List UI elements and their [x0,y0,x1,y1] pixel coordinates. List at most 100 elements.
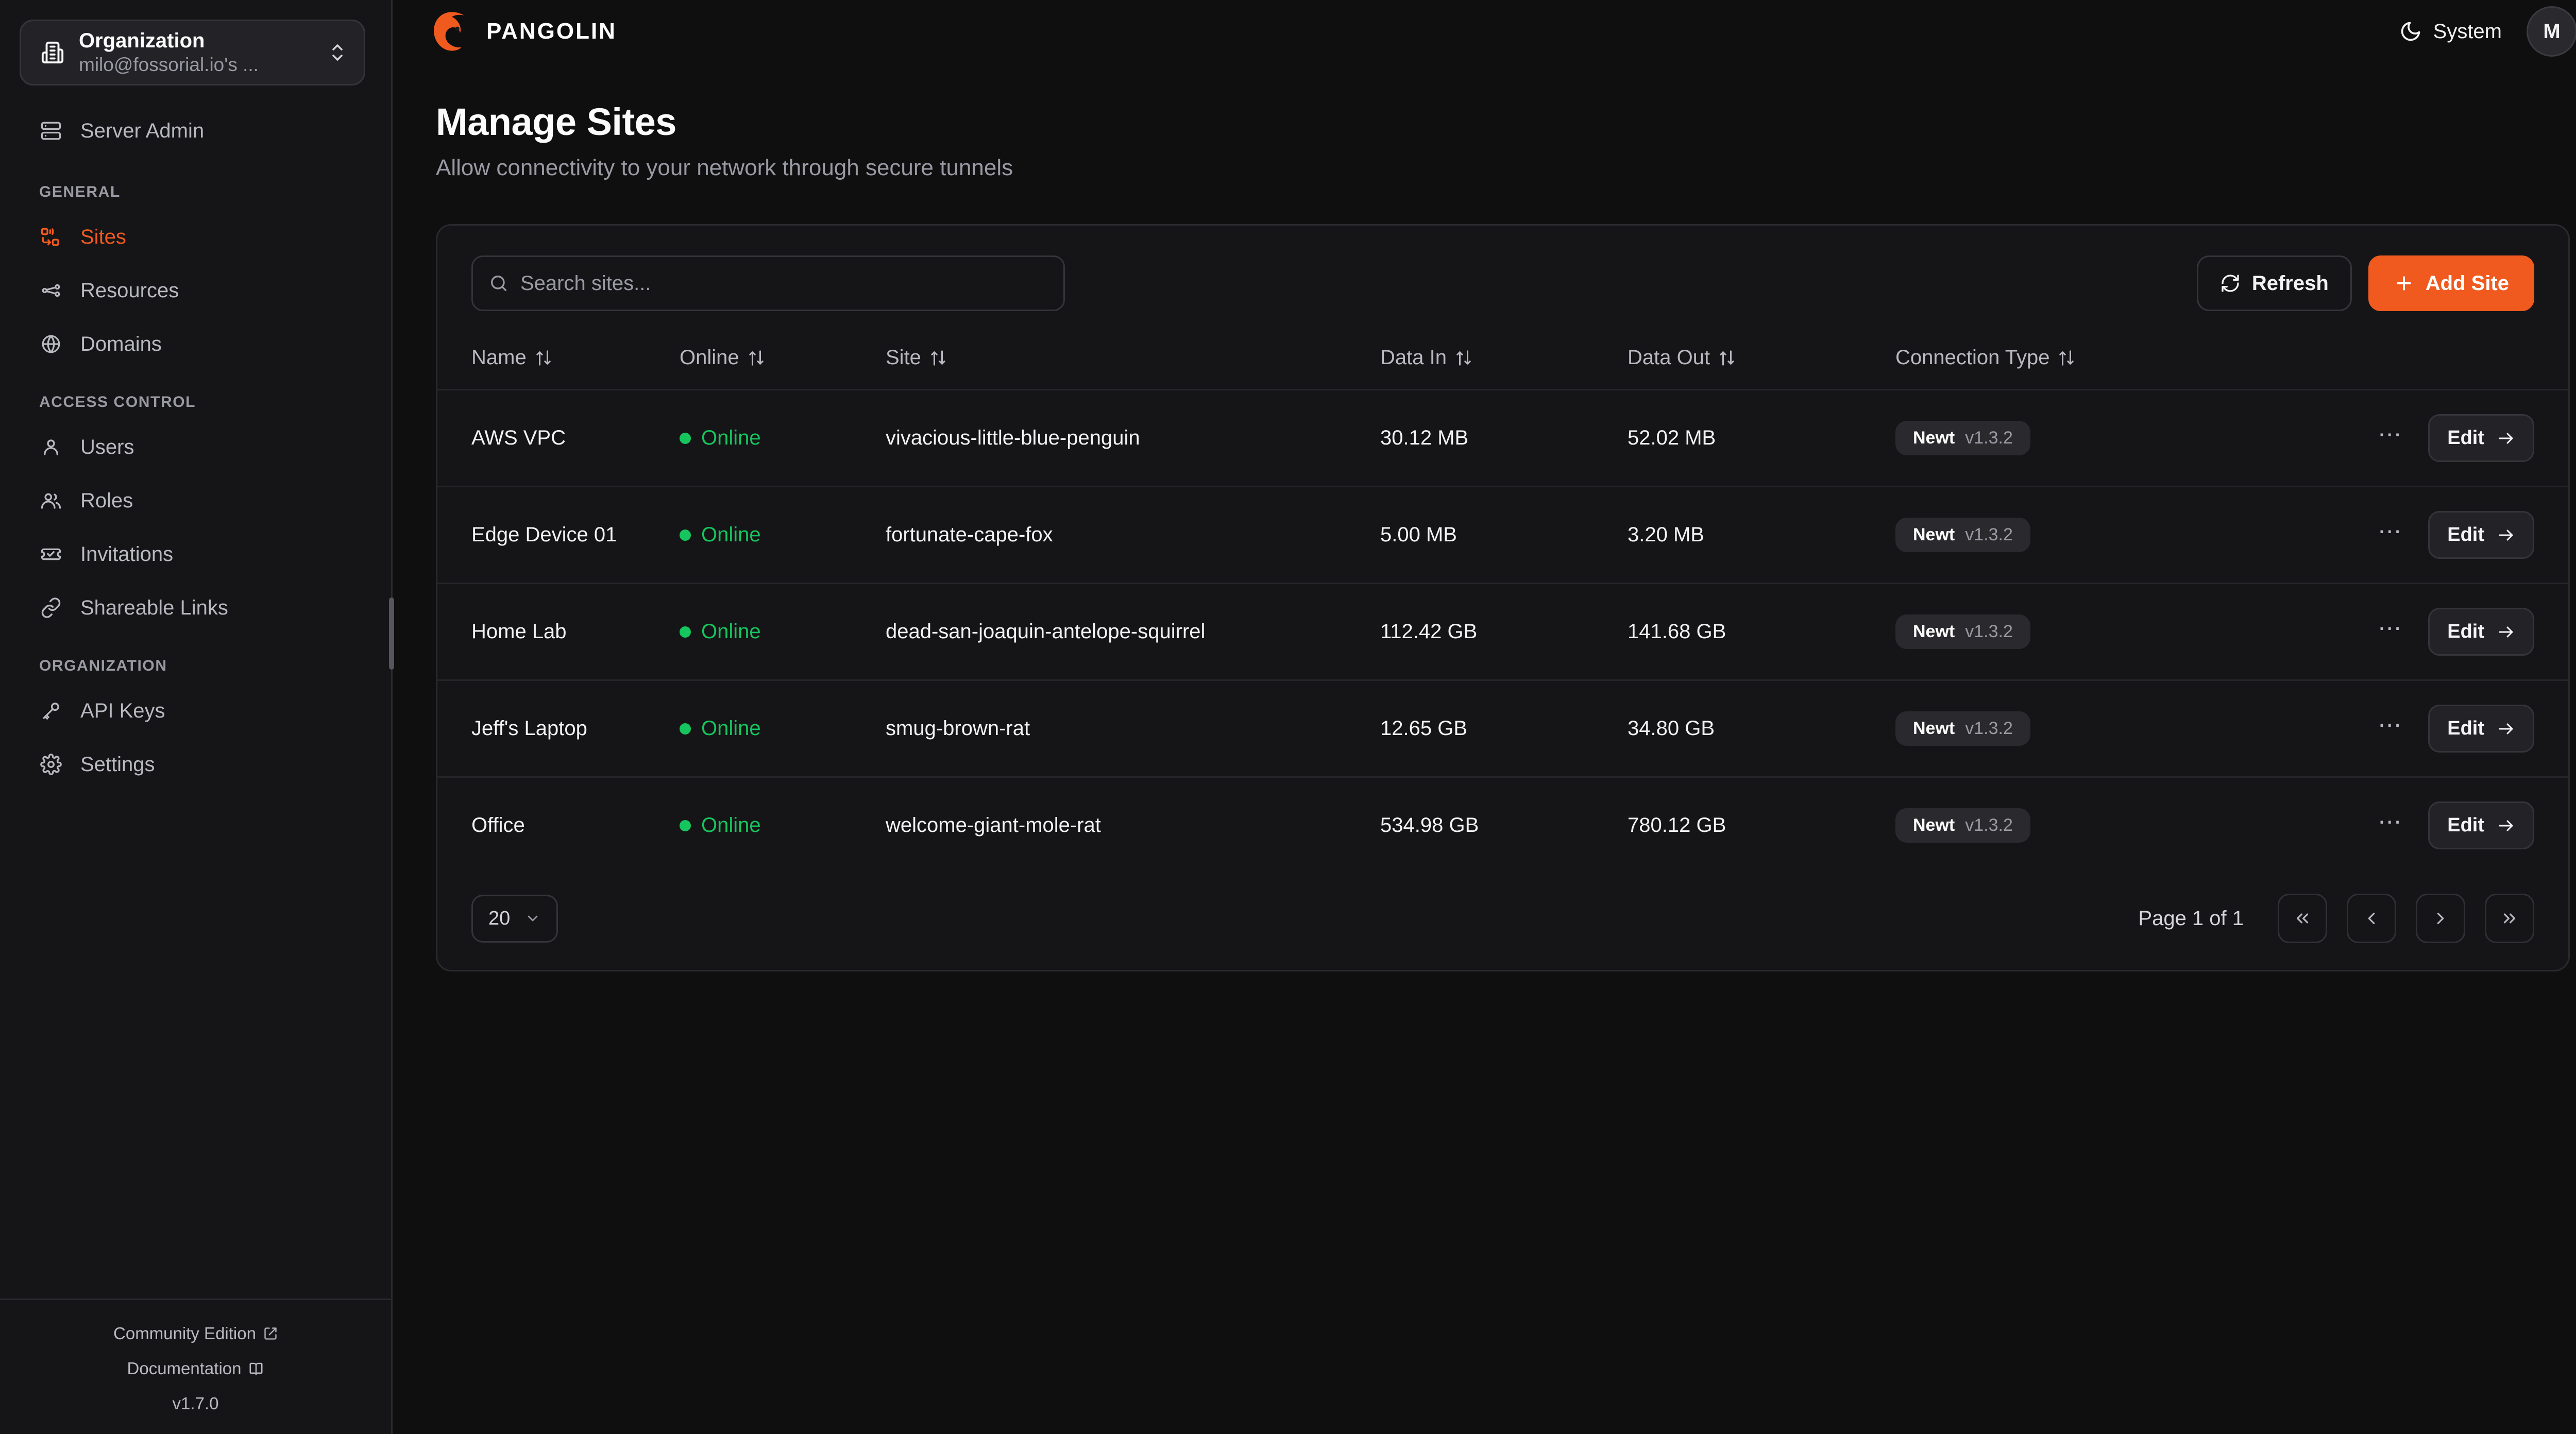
cell-site: welcome-giant-mole-rat [886,776,1380,873]
cell-connection-type: Newt v1.3.2 [1895,776,2256,873]
edit-button[interactable]: Edit [2428,414,2534,462]
column-header-data-out[interactable]: Data Out [1628,334,1895,390]
chevrons-left-icon [2293,909,2312,928]
arrow-right-icon [2497,526,2515,544]
edit-label: Edit [2447,621,2484,642]
search-icon [488,273,509,294]
cell-actions: ⋯ Edit [2256,776,2568,873]
column-header-data-in[interactable]: Data In [1380,334,1628,390]
edit-button[interactable]: Edit [2428,511,2534,559]
sort-arrows-icon [536,349,551,367]
sidebar-item-domains[interactable]: Domains [0,317,391,371]
table-row[interactable]: Jeff's Laptop Online smug-brown-rat 12.6… [437,679,2568,777]
cell-online: Online [680,776,886,873]
cell-site: smug-brown-rat [886,679,1380,777]
topbar: PANGOLIN System M [393,0,2576,63]
cell-online: Online [680,583,886,680]
sites-icon [39,226,63,248]
sidebar-resize-handle[interactable] [389,598,394,670]
table-body: AWS VPC Online vivacious-little-blue-pen… [437,389,2568,873]
status-badge: Online [680,523,886,547]
cell-name: Home Lab [437,583,680,680]
cell-site: vivacious-little-blue-penguin [886,389,1380,487]
toolbar-actions: Refresh Add Site [2196,255,2534,311]
cell-data-out: 34.80 GB [1628,679,1895,777]
edit-button[interactable]: Edit [2428,608,2534,656]
row-more-menu-icon[interactable]: ⋯ [2378,614,2404,641]
column-header-online[interactable]: Online [680,334,886,390]
sidebar-item-label: Users [80,435,134,458]
add-site-label: Add Site [2425,271,2509,295]
table-row[interactable]: Home Lab Online dead-san-joaquin-antelop… [437,583,2568,680]
sidebar-section-access-control: ACCESS CONTROL [39,394,196,411]
resources-icon [39,280,63,301]
moon-icon [2399,20,2422,43]
cell-data-in: 5.00 MB [1380,486,1628,584]
last-page-button[interactable] [2485,894,2534,943]
edit-button[interactable]: Edit [2428,801,2534,849]
sidebar-item-label: Settings [80,753,155,776]
sidebar-footer: Community Edition Documentation v1.7.0 [0,1299,391,1434]
cell-data-out: 52.02 MB [1628,389,1895,487]
sidebar-item-settings[interactable]: Settings [0,738,391,791]
plus-icon [2394,273,2414,294]
status-label: Online [701,426,761,449]
documentation-link[interactable]: Documentation [0,1359,391,1378]
cell-data-out: 780.12 GB [1628,776,1895,873]
sidebar-item-label: Server Admin [80,119,205,142]
sidebar-item-users[interactable]: Users [0,420,391,474]
search-box[interactable] [471,255,1065,311]
sidebar-item-resources[interactable]: Resources [0,264,391,317]
row-more-menu-icon[interactable]: ⋯ [2378,420,2404,448]
sidebar-item-sites[interactable]: Sites [0,210,391,264]
status-label: Online [701,523,761,546]
brand[interactable]: PANGOLIN [430,9,617,54]
avatar[interactable]: M [2527,6,2576,57]
table-footer: 20 Page 1 of 1 [437,873,2568,970]
search-input[interactable] [520,271,1048,295]
sidebar-scroll-area: Organization milo@fossorial.io's ... [0,0,391,1299]
next-page-button[interactable] [2416,894,2465,943]
status-dot-icon [680,723,691,735]
theme-toggle[interactable]: System [2399,20,2502,43]
page-size-select[interactable]: 20 [471,894,558,943]
sidebar-item-label: Invitations [80,542,174,566]
cell-actions: ⋯ Edit [2256,389,2568,487]
cell-data-in: 30.12 MB [1380,389,1628,487]
sidebar-item-label: Domains [80,332,162,355]
refresh-button[interactable]: Refresh [2196,255,2352,311]
community-edition-label: Community Edition [113,1324,256,1343]
previous-page-button[interactable] [2347,894,2396,943]
sidebar-item-invitations[interactable]: Invitations [0,527,391,581]
sites-card: Refresh Add Site [436,224,2570,971]
page-size-value: 20 [488,907,511,929]
edit-button[interactable]: Edit [2428,705,2534,753]
sidebar-item-server-admin[interactable]: Server Admin [0,104,391,158]
sort-arrows-icon [1719,349,1735,367]
row-more-menu-icon[interactable]: ⋯ [2378,808,2404,835]
row-more-menu-icon[interactable]: ⋯ [2378,711,2404,738]
add-site-button[interactable]: Add Site [2368,255,2534,311]
avatar-initial: M [2543,20,2561,43]
sidebar-item-roles[interactable]: Roles [0,474,391,527]
column-header-connection-type[interactable]: Connection Type [1895,334,2256,390]
community-edition-link[interactable]: Community Edition [0,1324,391,1343]
arrow-right-icon [2497,429,2515,448]
arrow-right-icon [2497,816,2515,835]
first-page-button[interactable] [2278,894,2327,943]
app-version: v1.7.0 [172,1394,219,1413]
sidebar-item-api-keys[interactable]: API Keys [0,684,391,738]
sidebar-item-shareable-links[interactable]: Shareable Links [0,581,391,635]
table-row[interactable]: Edge Device 01 Online fortunate-cape-fox… [437,486,2568,584]
column-label: Online [680,346,739,369]
column-header-name[interactable]: Name [437,334,680,390]
row-more-menu-icon[interactable]: ⋯ [2378,517,2404,544]
connection-name: Newt [1913,428,1955,448]
cell-actions: ⋯ Edit [2256,583,2568,680]
table-row[interactable]: AWS VPC Online vivacious-little-blue-pen… [437,389,2568,487]
column-header-site[interactable]: Site [886,334,1380,390]
org-switcher[interactable]: Organization milo@fossorial.io's ... [20,20,365,86]
sort-arrows-icon [930,349,946,367]
table-row[interactable]: Office Online welcome-giant-mole-rat 534… [437,776,2568,873]
connection-version: v1.3.2 [1965,428,2013,448]
